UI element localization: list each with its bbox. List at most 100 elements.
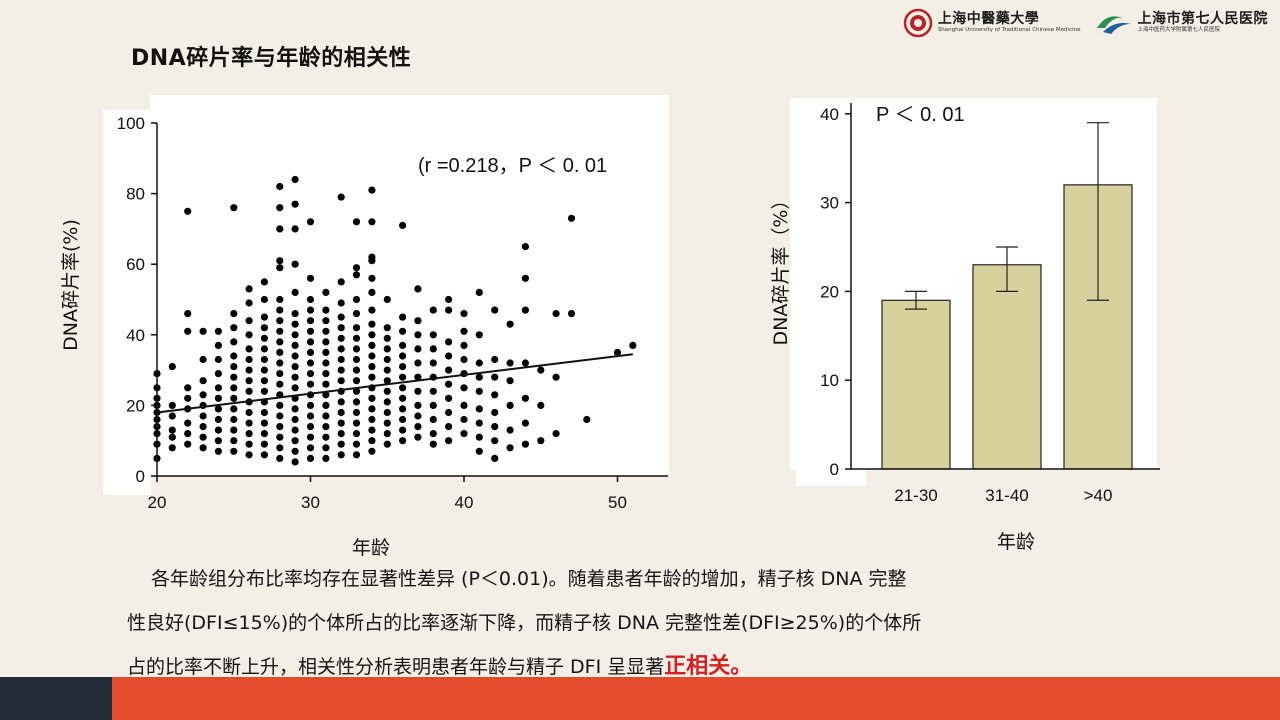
scatter-point [506,401,514,409]
scatter-point [368,341,376,349]
scatter-point [337,324,345,332]
scatter-point [352,271,361,279]
scatter-point [337,345,345,353]
scatter-point [306,306,315,314]
scatter-point [306,423,315,431]
scatter-point [521,419,530,427]
scatter-point [429,331,437,339]
scatter-point [276,264,284,272]
scatter-point [414,359,422,367]
scatter-point [276,444,284,452]
scatter-point [491,391,499,399]
scatter-point [260,355,268,364]
scatter-point [445,366,453,374]
scatter-point [245,377,253,385]
hospital-logo-icon [1096,16,1131,34]
scatter-point [475,359,483,367]
scatter-point [460,415,468,424]
scatter-point [245,317,253,325]
scatter-point [199,355,207,364]
scatter-point [276,317,284,325]
scatter-point [260,377,268,385]
scatter-point [291,341,299,349]
paragraph-line-1: 各年龄组分布比率均存在显著性差异 (P＜0.01)。随着患者年龄的增加，精子核 … [151,568,907,590]
scatter-point [214,370,222,378]
scatter-point [214,384,222,392]
scatter-point [214,341,222,349]
scatter-point [230,204,238,212]
scatter-point [214,405,222,413]
scatter-point [184,384,192,392]
scatter-point [184,430,192,438]
scatter-point [245,440,253,448]
scatter-point [199,423,207,431]
scatter-point [276,327,284,335]
scatter-point [445,394,453,402]
scatter-point [352,440,361,448]
scatter-point [276,257,284,265]
scatter-point [583,415,591,424]
scatter-point [383,440,391,448]
bar-ytick-label: 40 [820,105,839,124]
paragraph-line-2: 性良好(DFI≤15%)的个体所占的比率逐渐下降，而精子核 DNA 完整性差(D… [127,612,922,634]
scatter-point [368,274,376,282]
scatter-point [383,419,391,427]
scatter-point [322,380,330,388]
scatter-point [352,398,361,406]
scatter-point [276,454,284,462]
scatter-point [306,359,315,367]
scatter-point [291,175,299,184]
scatter-point [414,387,422,395]
scatter-point [460,430,468,438]
scatter-point [352,451,361,459]
scatter-ylabel: DNA碎片率(%) [60,219,82,351]
bar-series [881,122,1133,470]
scatter-point [245,355,253,364]
scatter-point [337,355,345,364]
university-name: 上海中醫藥大學 [937,11,1040,28]
hospital-logo: 上海市第七人民医院 上海中医药大学附属第七人民医院 [1095,10,1269,36]
scatter-point [260,366,268,374]
scatter-point [291,320,299,328]
scatter-point [337,440,345,448]
scatter-point [399,426,407,434]
scatter-point [429,440,437,448]
paragraph-line-3: 占的比率不断上升，相关性分析表明患者年龄与精子 DFI 呈显著正相关。 [127,645,1102,689]
scatter-point [414,423,422,431]
scatter-point [230,324,238,332]
scatter-point [383,398,391,406]
scatter-point [475,419,483,427]
scatter-point [260,408,268,417]
scatter-point [445,408,453,417]
scatter-point [506,359,514,367]
scatter-point [368,320,376,328]
scatter-point [230,338,238,346]
scatter-point [291,331,299,339]
scatter-point [567,214,576,222]
scatter-point [506,444,514,452]
scatter-point [352,310,361,318]
scatter-point [168,412,176,420]
paragraph-highlight: 正相关。 [664,654,753,679]
scatter-point [306,380,315,388]
scatter-point [276,338,284,346]
scatter-point [491,373,499,381]
scatter-point [399,437,407,445]
scatter-point [260,278,268,286]
scatter-point [276,348,284,356]
scatter-point [337,451,345,459]
scatter-point [230,352,238,360]
scatter-point [521,274,530,282]
scatter-point [383,430,391,438]
scatter-point [383,355,391,364]
scatter-point [567,310,576,318]
scatter-point [184,394,192,402]
scatter-point [337,398,345,406]
scatter-point [245,419,253,427]
scatter-point [368,426,376,434]
scatter-point [337,377,345,385]
scatter-point [475,433,483,441]
scatter-point [306,317,315,325]
scatter-point [291,288,299,296]
